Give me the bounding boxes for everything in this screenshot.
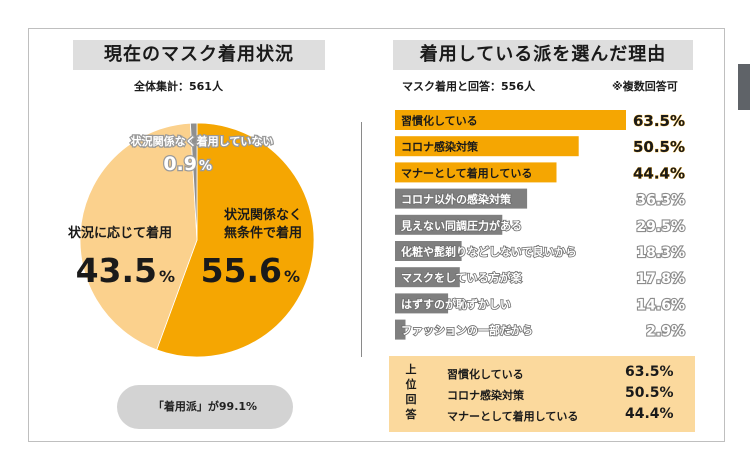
top-answers-box xyxy=(389,356,695,432)
total-count-label: 全体集計：561人 xyxy=(134,80,223,93)
panel-divider xyxy=(361,122,362,357)
summary-item-label: 習慣化している xyxy=(447,368,524,381)
reason-value-label: 14.6% xyxy=(636,297,685,313)
reason-bar xyxy=(395,110,626,130)
reason-bar xyxy=(395,319,406,340)
reason-value-label: 2.9% xyxy=(646,324,685,340)
scrollbar-thumb[interactable] xyxy=(738,64,750,110)
respondents-label: マスク着用と回答：556人 xyxy=(402,80,535,93)
summary-item-value: 63.5% xyxy=(625,364,674,380)
reason-bar xyxy=(395,188,528,209)
slice-value: 43.5 xyxy=(76,251,157,290)
reason-bar xyxy=(395,267,460,288)
reason-label: ファッションの一部だから xyxy=(401,323,533,337)
reason-value-label: 29.5% xyxy=(636,219,685,235)
slice-label: 状況に応じて着用 xyxy=(68,225,172,241)
slice-label: 状況関係なく着用していない xyxy=(131,134,274,148)
reason-bar xyxy=(395,293,449,314)
reason-label: コロナ感染対策 xyxy=(401,140,479,154)
reason-label: マスクをしている方が楽 xyxy=(401,271,523,285)
wearers-total-pill: 「着用派」が99.1% xyxy=(117,385,293,429)
slice-value: 0.9 xyxy=(163,153,197,175)
summary-heading-char: 答 xyxy=(405,408,417,421)
summary-heading-char: 回 xyxy=(405,393,417,406)
reason-bar xyxy=(395,241,462,261)
reason-bar xyxy=(395,214,503,235)
left-panel-title: 現在のマスク着用状況 xyxy=(73,40,325,70)
multiple-answer-note: ※複数回答可 xyxy=(612,80,678,93)
right-panel-title: 着用している派を選んだ理由 xyxy=(393,40,693,70)
summary-item-value: 44.4% xyxy=(625,406,674,422)
reason-value-label: 18.3% xyxy=(636,245,685,261)
reason-value-label: 17.8% xyxy=(636,271,685,287)
reason-value-label: 50.5% xyxy=(633,138,685,156)
summary-heading-char: 上 xyxy=(405,363,417,376)
summary-item-label: コロナ感染対策 xyxy=(447,389,524,402)
slice-unit: % xyxy=(159,267,175,286)
pie-slice xyxy=(156,122,315,358)
slice-label: 状況関係なく xyxy=(224,207,302,223)
summary-item-label: マナーとして着用している xyxy=(447,410,579,423)
reason-value-label: 63.5% xyxy=(633,112,685,130)
reason-bar xyxy=(395,162,557,183)
reason-label: はずすのが恥ずかしい xyxy=(401,297,511,311)
slice-label: 無条件で着用 xyxy=(224,225,302,241)
reason-value-label: 36.3% xyxy=(636,193,685,209)
summary-item-value: 50.5% xyxy=(625,385,674,401)
reason-label: マナーとして着用している xyxy=(401,166,532,180)
reason-label: コロナ以外の感染対策 xyxy=(401,192,512,206)
reason-value-label: 44.4% xyxy=(633,164,685,182)
slice-unit: % xyxy=(284,267,300,286)
pie-slice xyxy=(189,122,198,241)
slice-unit: % xyxy=(199,159,212,174)
reason-label: 化粧や髭剃りなどしないで良いから xyxy=(401,245,577,259)
pie-slice xyxy=(79,122,198,351)
slice-value: 55.6 xyxy=(201,251,282,290)
reason-bar xyxy=(395,136,579,157)
reason-label: 習慣化している xyxy=(401,114,478,128)
reason-label: 見えない同調圧力がある xyxy=(400,218,522,232)
summary-heading-char: 位 xyxy=(405,378,417,391)
